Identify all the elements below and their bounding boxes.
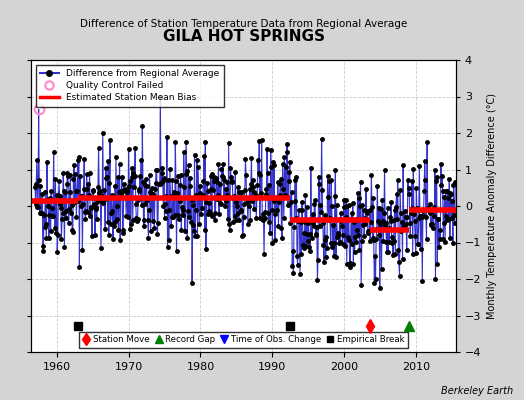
Text: Berkeley Earth: Berkeley Earth: [441, 386, 514, 396]
Text: Difference of Station Temperature Data from Regional Average: Difference of Station Temperature Data f…: [80, 20, 407, 30]
Legend: Station Move, Record Gap, Time of Obs. Change, Empirical Break: Station Move, Record Gap, Time of Obs. C…: [80, 332, 408, 348]
Title: GILA HOT SPRINGS: GILA HOT SPRINGS: [162, 28, 325, 44]
Y-axis label: Monthly Temperature Anomaly Difference (°C): Monthly Temperature Anomaly Difference (…: [487, 93, 497, 319]
